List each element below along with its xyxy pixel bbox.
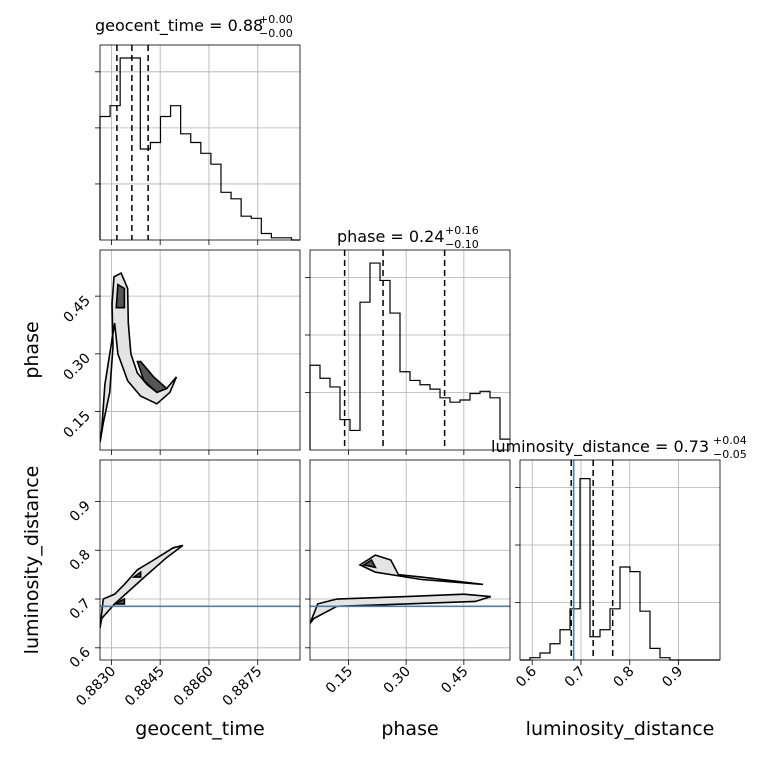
xlabel-phase: phase [381,718,438,740]
tick-label-y-luminosity-distance: 0.9 [67,498,94,525]
contour-group [100,271,178,443]
tick-label-x-geocent-time: 0.8875 [220,664,266,710]
panel-hist-geocent_time [95,44,301,245]
contour-inner [361,558,377,569]
histogram-geocent_time [99,57,300,241]
tick-label-x-luminosity-distance: 0.6 [513,663,540,690]
panel-frame [309,249,511,451]
tick-label-x-geocent-time: 0.8830 [73,664,119,710]
histogram-luminosity_distance [520,478,720,661]
panels-layer: 0.8830 0.8845 0.8860 0.8875 0.15 0.30 0.45 0.6 0… [60,44,721,710]
tick-label-x-geocent-time: 0.8845 [122,664,168,710]
ylabel-phase: phase [21,321,43,378]
contour-outer [310,593,492,624]
panel-frame [99,459,301,661]
contour-group [100,544,300,629]
panel-luminosity_distance_vs_geocent_time [95,459,301,665]
xlabel-luminosity-distance: luminosity_distance [526,718,715,740]
contour-inner [114,597,126,605]
ylabel-luminosity-distance: luminosity_distance [21,466,43,655]
title-luminosity-distance-minus: −0.05 [713,448,747,461]
title-luminosity-distance-plus: +0.04 [713,434,747,447]
tick-label-x-phase: 0.15 [323,664,356,697]
contour-inner [131,570,142,578]
tick-label-x-geocent-time: 0.8860 [171,664,217,710]
tick-label-x-phase: 0.30 [381,664,414,697]
contour-group [310,554,510,624]
panel-hist-phase [305,249,511,455]
contour-outer [100,544,184,629]
histogram-phase [309,262,510,450]
tick-label-y-phase: 0.15 [60,408,93,441]
contour-inner [115,283,126,309]
tick-label-x-luminosity-distance: 0.7 [562,664,589,691]
panel-luminosity_distance_vs_phase [305,459,511,665]
tick-label-x-phase: 0.45 [438,664,471,697]
contour-outer [358,554,484,586]
title-phase-plus: +0.16 [445,224,479,237]
tick-label-y-phase: 0.30 [60,350,93,383]
tick-label-y-luminosity-distance: 0.7 [67,596,94,623]
contour-inner [136,360,169,394]
title-luminosity-distance: luminosity_distance = 0.73 [491,437,709,457]
panel-frame [99,249,301,451]
panel-phase_vs_geocent_time [95,249,301,455]
panel-frame [99,44,301,241]
tick-label-y-phase: 0.45 [60,293,93,326]
panel-hist-luminosity_distance [515,459,721,665]
title-geocent-time: geocent_time = 0.88 [95,16,263,36]
tick-label-y-luminosity-distance: 0.6 [67,644,94,671]
title-geocent-time-minus: −0.00 [259,27,293,40]
title-geocent-time-plus: +0.00 [259,13,293,26]
title-phase: phase = 0.24 [337,227,444,246]
panel-frame [519,459,721,661]
tick-label-x-luminosity-distance: 0.9 [659,664,686,691]
tick-label-x-luminosity-distance: 0.8 [611,664,638,691]
xlabel-geocent-time: geocent_time [135,718,264,740]
panel-frame [309,459,511,661]
title-phase-minus: −0.10 [445,238,479,251]
tick-label-y-luminosity-distance: 0.8 [67,547,94,574]
